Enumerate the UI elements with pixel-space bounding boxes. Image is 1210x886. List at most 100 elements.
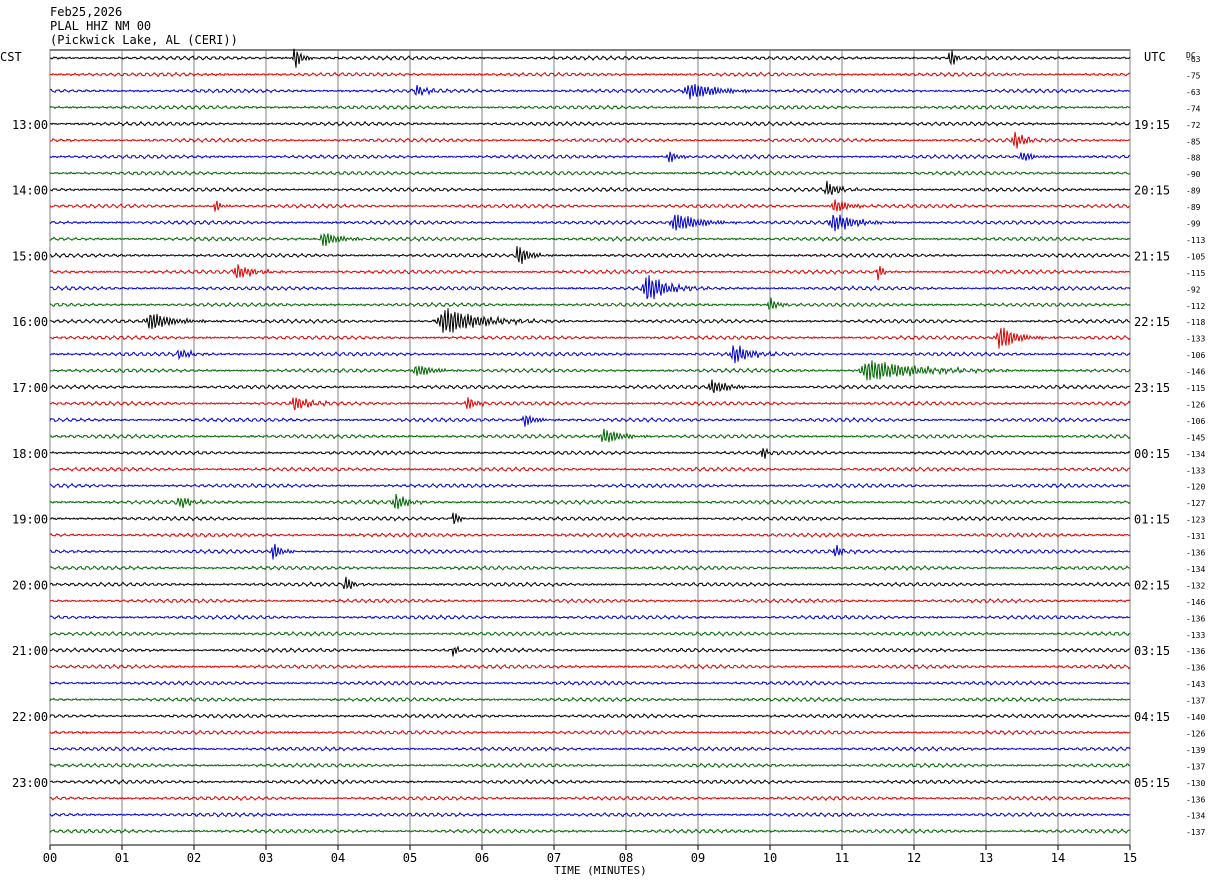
dc-offset-value: -85 — [1186, 137, 1201, 146]
right-hour-label: 05:15 — [1134, 776, 1170, 790]
right-hour-label: 03:15 — [1134, 644, 1170, 658]
dc-offset-value: -127 — [1186, 499, 1205, 508]
left-hour-labels: 13:00 14:00 15:00 16:00 17:00 18:00 19:00 20:00… — [12, 118, 48, 790]
dc-offset-value: -89 — [1186, 187, 1201, 196]
dc-offset-value: -112 — [1186, 302, 1205, 311]
grid-lines — [49, 49, 1131, 850]
trace-line — [49, 828, 1131, 835]
dc-offset-value: -133 — [1186, 335, 1205, 344]
trace-line — [49, 345, 1131, 364]
left-hour-label: 17:00 — [12, 381, 48, 395]
trace-line — [49, 493, 1131, 510]
trace-line — [49, 104, 1131, 111]
dc-offset-value: -143 — [1186, 680, 1205, 689]
dc-offset-value: -134 — [1186, 812, 1205, 821]
left-hour-label: 22:00 — [12, 710, 48, 724]
trace-line — [49, 466, 1131, 473]
header-channel: PLAL HHZ NM 00 — [50, 19, 151, 33]
trace-line — [49, 811, 1131, 818]
trace-line — [49, 447, 1131, 459]
dc-offset-value: -90 — [1186, 170, 1201, 179]
trace-line — [49, 532, 1131, 539]
trace-line — [49, 151, 1131, 163]
right-hour-label: 02:15 — [1134, 578, 1170, 592]
trace-line — [49, 214, 1131, 232]
x-tick-label: 14 — [1051, 851, 1065, 865]
x-tick-label: 13 — [979, 851, 993, 865]
trace-line — [49, 762, 1131, 769]
dc-offset-value: -126 — [1186, 400, 1205, 409]
dc-offset-value: -145 — [1186, 433, 1205, 442]
left-hour-label: 19:00 — [12, 513, 48, 527]
trace-line — [49, 131, 1131, 149]
x-tick-label: 08 — [619, 851, 633, 865]
left-hour-label: 13:00 — [12, 118, 48, 132]
dc-offset-value: -72 — [1186, 121, 1201, 130]
dc-offset-value: -134 — [1186, 450, 1205, 459]
dc-offset-value: -140 — [1186, 713, 1205, 722]
dc-offset-value: -137 — [1186, 762, 1205, 771]
dc-offset-value: -131 — [1186, 532, 1205, 541]
dc-offset-value: -146 — [1186, 598, 1205, 607]
trace-line — [49, 564, 1131, 572]
trace-line — [49, 308, 1131, 333]
trace-line — [49, 170, 1131, 177]
dc-offset-value: -136 — [1186, 614, 1205, 623]
right-hour-label: 20:15 — [1134, 184, 1170, 198]
dc-offset-value: -137 — [1186, 828, 1205, 837]
right-hour-label: 00:15 — [1134, 447, 1170, 461]
dc-offset-value: -136 — [1186, 664, 1205, 673]
trace-line — [49, 246, 1131, 264]
trace-line — [49, 778, 1131, 785]
left-hour-label: 23:00 — [12, 776, 48, 790]
x-axis-label: TIME (MINUTES) — [554, 864, 647, 877]
left-hour-label: 20:00 — [12, 578, 48, 592]
dc-offset-value: -75 — [1186, 71, 1201, 80]
dc-offset-value: -120 — [1186, 483, 1205, 492]
left-hour-label: 16:00 — [12, 315, 48, 329]
dc-offset-value: -139 — [1186, 746, 1205, 755]
right-hour-label: 01:15 — [1134, 513, 1170, 527]
dc-offset-value: -88 — [1186, 154, 1201, 163]
dc-offset-value: -92 — [1186, 285, 1201, 294]
trace-line — [49, 576, 1131, 590]
trace-line — [49, 713, 1131, 719]
dc-header-label: DC — [1186, 51, 1196, 60]
right-hour-label: 23:15 — [1134, 381, 1170, 395]
x-tick-label: 06 — [475, 851, 489, 865]
dc-offset-value: -146 — [1186, 368, 1205, 377]
left-hour-label: 21:00 — [12, 644, 48, 658]
trace-line — [49, 327, 1131, 349]
x-tick-label: 11 — [835, 851, 849, 865]
dc-offset-value: -99 — [1186, 220, 1201, 229]
dc-offset-value: -123 — [1186, 516, 1205, 525]
dc-offset-value: -63 — [1186, 55, 1201, 64]
x-tick-label: 01 — [115, 851, 129, 865]
trace-line — [49, 397, 1131, 411]
x-tick-label: 15 — [1123, 851, 1137, 865]
right-hour-labels: 19:15 20:15 21:15 22:15 23:15 00:15 01:15 02:15… — [1134, 118, 1170, 790]
dc-offset-value: -136 — [1186, 795, 1205, 804]
trace-line — [49, 414, 1131, 427]
dc-offset-value: -118 — [1186, 318, 1205, 327]
dc-offset-value: -132 — [1186, 581, 1205, 590]
trace-line — [49, 679, 1131, 687]
trace-line — [49, 512, 1131, 525]
trace-line — [49, 630, 1131, 637]
trace-line — [49, 543, 1131, 560]
trace-line — [49, 614, 1130, 621]
dc-offset-value: -133 — [1186, 466, 1205, 475]
dc-offset-value: -106 — [1186, 351, 1205, 360]
trace-line — [49, 84, 1131, 100]
dc-offset-value: -115 — [1186, 384, 1205, 393]
x-tick-label: 07 — [547, 851, 561, 865]
seismic-traces — [49, 48, 1131, 835]
x-tick-label: 10 — [763, 851, 777, 865]
dc-offset-value: -130 — [1186, 779, 1205, 788]
dc-offset-value: -137 — [1186, 697, 1205, 706]
x-tick-label: 00 — [43, 851, 57, 865]
header-location: (Pickwick Lake, AL (CERI)) — [50, 33, 238, 47]
header-date: Feb25,2026 — [50, 5, 122, 19]
dc-offset-value: -136 — [1186, 647, 1205, 656]
dc-offset-value: -126 — [1186, 729, 1205, 738]
